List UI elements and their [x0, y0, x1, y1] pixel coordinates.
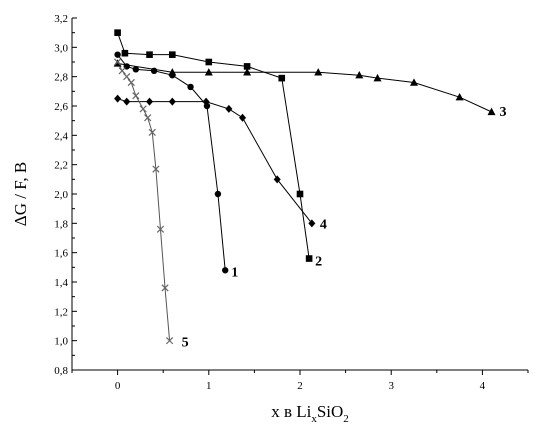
series-3-line — [117, 62, 492, 113]
y-tick-label: 1,0 — [54, 336, 68, 348]
series-3-point — [314, 68, 323, 76]
series-4-point — [239, 113, 247, 122]
series-2-point — [121, 49, 129, 57]
series-1-point — [114, 51, 121, 58]
y-tick-label: 2,8 — [54, 72, 68, 84]
series-1-point — [222, 267, 229, 274]
series-5-point — [161, 284, 169, 292]
x-axis-title-main: x в Li — [271, 402, 311, 421]
series-2-point — [296, 190, 304, 198]
y-tick-label: 1,2 — [54, 306, 68, 318]
series-1-label: 1 — [231, 265, 238, 280]
x-tick-label: 0 — [115, 380, 121, 392]
series-4-point — [146, 97, 154, 106]
y-tick-label: 2,4 — [54, 130, 68, 142]
axes: 0,8 1,0 1,2 1,4 1,6 1,8 2,0 2,2 2,4 2,6 2,8 3,0 3,2 0… — [11, 13, 529, 425]
x-tick-label: 4 — [480, 380, 486, 392]
series-2-point — [278, 74, 286, 82]
x-axis-title-sub1: x — [311, 413, 317, 425]
series-5-label: 5 — [182, 336, 189, 351]
series-4-point — [114, 94, 122, 103]
series-1-line — [117, 54, 226, 271]
series-3-label: 3 — [500, 105, 507, 120]
series-1-point — [150, 67, 158, 75]
series-4-point — [123, 97, 131, 106]
series-4-point — [273, 175, 281, 184]
y-tick-label: 0,8 — [54, 365, 68, 377]
series-2-point — [243, 63, 251, 70]
y-axis-title: ΔG / F, B — [11, 162, 30, 226]
series-4-point — [225, 104, 233, 113]
series-3-point — [410, 78, 418, 86]
series-4-point — [202, 97, 210, 106]
series-5-point — [132, 92, 140, 100]
series-5-point — [148, 128, 156, 137]
series-5-point — [123, 73, 131, 81]
x-axis-title: x в LixSiO2 — [271, 402, 349, 425]
series-2-point — [169, 51, 176, 58]
series-3-point — [168, 68, 177, 76]
series-5-point — [139, 105, 147, 113]
series-5-point — [156, 225, 165, 233]
y-tick-label: 2,0 — [54, 189, 68, 201]
y-tick-label: 2,6 — [54, 101, 68, 113]
series-2-point — [205, 58, 213, 66]
series-lines — [117, 32, 492, 341]
x-tick-label: 2 — [297, 380, 303, 392]
series-5-point — [118, 67, 126, 75]
labels: 1 2 3 4 5 — [182, 105, 507, 351]
series-3-point — [455, 93, 464, 101]
series-2-label: 2 — [315, 255, 322, 270]
markers — [113, 29, 496, 345]
series-5-point — [127, 78, 135, 87]
series-3-point — [243, 68, 252, 76]
series-1-point — [187, 83, 194, 91]
series-1-point — [214, 190, 222, 198]
series-5-point — [152, 165, 160, 173]
y-tick-label: 3,2 — [54, 13, 68, 25]
series-5-point — [113, 58, 122, 66]
series-2-line — [117, 32, 310, 259]
x-tick-label: 3 — [388, 380, 394, 392]
series-1-point — [132, 66, 140, 73]
series-4-point — [168, 97, 176, 106]
series-5-point — [144, 114, 152, 122]
y-tick-label: 1,8 — [54, 218, 68, 230]
x-tick-label: 1 — [206, 380, 212, 392]
series-4-point — [308, 219, 316, 228]
series-3-point — [487, 107, 496, 116]
series-2-point — [114, 29, 121, 36]
x-axis-title-sub2: 2 — [343, 413, 349, 425]
series-3-point — [204, 68, 213, 76]
y-tick-label: 1,4 — [54, 277, 68, 289]
series-2-point — [305, 255, 313, 262]
y-tick-label: 2,2 — [54, 160, 68, 172]
series-3-point — [373, 73, 382, 82]
series-5-point — [165, 337, 174, 345]
series-2-point — [146, 51, 153, 58]
y-tick-label: 3,0 — [54, 42, 68, 54]
x-axis-title-mid: SiO — [317, 402, 343, 421]
y-tick-label: 1,6 — [54, 248, 68, 260]
series-4-label: 4 — [320, 217, 327, 232]
series-3-point — [355, 71, 364, 79]
